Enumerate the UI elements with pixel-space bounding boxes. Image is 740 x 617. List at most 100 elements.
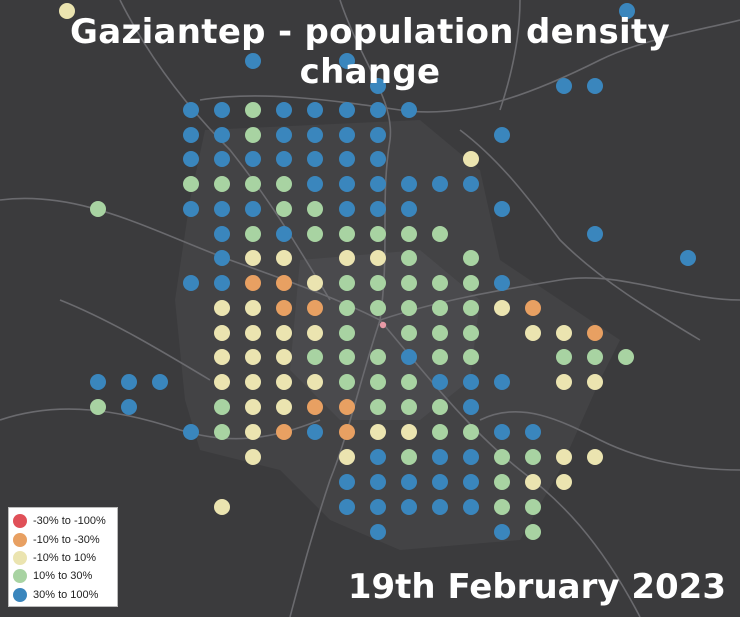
density-point bbox=[401, 102, 417, 118]
road bbox=[289, 319, 381, 617]
legend-item: 10% to 30% bbox=[13, 567, 113, 585]
density-point bbox=[587, 449, 603, 465]
date-label: 19th February 2023 bbox=[347, 567, 726, 607]
density-point bbox=[276, 201, 292, 217]
density-point bbox=[494, 424, 510, 440]
density-point bbox=[339, 349, 355, 365]
density-point bbox=[276, 399, 292, 415]
density-point bbox=[307, 127, 323, 143]
density-point bbox=[276, 325, 292, 341]
density-point bbox=[432, 325, 448, 341]
density-point bbox=[494, 524, 510, 540]
density-point bbox=[339, 374, 355, 390]
density-point bbox=[432, 449, 448, 465]
density-point bbox=[556, 349, 572, 365]
road bbox=[199, 19, 740, 113]
density-point bbox=[276, 250, 292, 266]
density-point bbox=[339, 151, 355, 167]
density-point bbox=[556, 325, 572, 341]
density-point bbox=[214, 102, 230, 118]
density-point bbox=[370, 226, 386, 242]
density-point bbox=[463, 250, 479, 266]
density-point bbox=[370, 127, 386, 143]
legend-label: -10% to 10% bbox=[33, 551, 96, 564]
density-point bbox=[245, 349, 261, 365]
density-point bbox=[587, 349, 603, 365]
density-point bbox=[432, 374, 448, 390]
density-point bbox=[339, 102, 355, 118]
density-point bbox=[121, 399, 137, 415]
density-point bbox=[370, 176, 386, 192]
density-point bbox=[307, 226, 323, 242]
density-point bbox=[276, 226, 292, 242]
density-point bbox=[370, 474, 386, 490]
density-point bbox=[245, 127, 261, 143]
density-point bbox=[339, 226, 355, 242]
density-point bbox=[525, 300, 541, 316]
density-point bbox=[525, 424, 541, 440]
density-point bbox=[339, 250, 355, 266]
density-point bbox=[90, 201, 106, 217]
density-point bbox=[245, 300, 261, 316]
density-point bbox=[214, 250, 230, 266]
density-point bbox=[90, 374, 106, 390]
density-point bbox=[370, 275, 386, 291]
density-point bbox=[525, 524, 541, 540]
density-point bbox=[245, 176, 261, 192]
density-point bbox=[245, 102, 261, 118]
density-point bbox=[214, 127, 230, 143]
density-point bbox=[339, 399, 355, 415]
density-point bbox=[494, 499, 510, 515]
density-point bbox=[339, 275, 355, 291]
density-point bbox=[339, 127, 355, 143]
density-point bbox=[183, 151, 199, 167]
density-point bbox=[370, 300, 386, 316]
density-point bbox=[401, 499, 417, 515]
density-point bbox=[432, 226, 448, 242]
density-point bbox=[401, 201, 417, 217]
density-point bbox=[370, 524, 386, 540]
density-point bbox=[307, 275, 323, 291]
density-point bbox=[339, 424, 355, 440]
density-point bbox=[494, 474, 510, 490]
density-point bbox=[276, 127, 292, 143]
density-point bbox=[401, 349, 417, 365]
density-point bbox=[370, 349, 386, 365]
density-point bbox=[370, 102, 386, 118]
density-point bbox=[587, 78, 603, 94]
density-point bbox=[432, 176, 448, 192]
density-point bbox=[245, 53, 261, 69]
density-point bbox=[339, 325, 355, 341]
density-point bbox=[214, 226, 230, 242]
density-point bbox=[214, 374, 230, 390]
density-point bbox=[214, 201, 230, 217]
density-point bbox=[618, 349, 634, 365]
density-point bbox=[680, 250, 696, 266]
density-point bbox=[307, 176, 323, 192]
density-point bbox=[463, 300, 479, 316]
density-point bbox=[183, 127, 199, 143]
density-point bbox=[307, 300, 323, 316]
density-point bbox=[245, 424, 261, 440]
legend-swatch bbox=[13, 532, 27, 547]
density-point bbox=[339, 53, 355, 69]
density-points-layer bbox=[59, 3, 696, 540]
density-point bbox=[121, 374, 137, 390]
density-point bbox=[245, 399, 261, 415]
density-point bbox=[587, 226, 603, 242]
legend-swatch bbox=[13, 587, 27, 602]
density-point bbox=[339, 449, 355, 465]
density-point bbox=[494, 201, 510, 217]
density-point bbox=[401, 275, 417, 291]
density-point bbox=[90, 399, 106, 415]
road bbox=[499, 0, 521, 111]
density-point bbox=[245, 275, 261, 291]
density-point bbox=[276, 374, 292, 390]
density-point bbox=[370, 151, 386, 167]
density-point bbox=[245, 201, 261, 217]
density-point bbox=[307, 424, 323, 440]
density-point bbox=[183, 424, 199, 440]
density-point bbox=[463, 176, 479, 192]
density-point bbox=[525, 449, 541, 465]
